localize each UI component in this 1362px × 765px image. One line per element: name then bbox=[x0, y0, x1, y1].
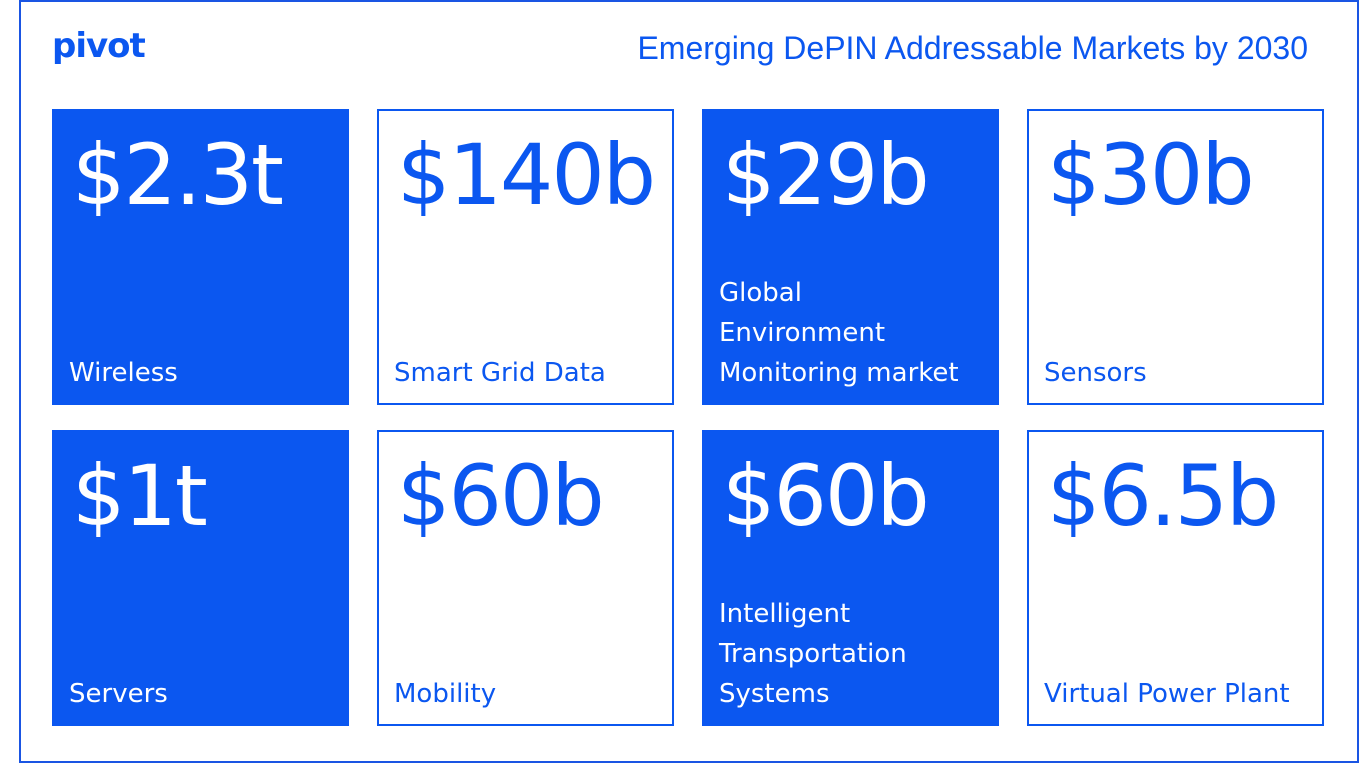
market-label: Virtual Power Plant bbox=[1044, 679, 1290, 709]
market-value: $6.5b bbox=[1047, 447, 1279, 545]
market-label: Servers bbox=[69, 679, 168, 709]
market-label: Global Environment Monitoring market bbox=[719, 278, 959, 388]
slide-frame bbox=[19, 0, 1359, 763]
market-label: Smart Grid Data bbox=[394, 358, 606, 388]
market-tile: $60b Intelligent Transportation Systems bbox=[702, 430, 999, 726]
market-tile: $1t Servers bbox=[52, 430, 349, 726]
market-label: Intelligent Transportation Systems bbox=[719, 599, 907, 709]
market-value: $60b bbox=[397, 447, 605, 545]
market-label: Mobility bbox=[394, 679, 497, 709]
market-value: $29b bbox=[722, 126, 930, 224]
pivot-logo: pivot bbox=[52, 26, 146, 66]
market-value: $1t bbox=[72, 447, 208, 545]
market-tile: $30b Sensors bbox=[1027, 109, 1324, 405]
market-tile: $2.3t Wireless bbox=[52, 109, 349, 405]
market-label: Sensors bbox=[1044, 358, 1147, 388]
market-tile: $6.5b Virtual Power Plant bbox=[1027, 430, 1324, 726]
market-value: $30b bbox=[1047, 126, 1255, 224]
market-value: $140b bbox=[397, 126, 656, 224]
market-value: $60b bbox=[722, 447, 930, 545]
market-label: Wireless bbox=[69, 358, 178, 388]
market-tile: $29b Global Environment Monitoring marke… bbox=[702, 109, 999, 405]
market-tile: $60b Mobility bbox=[377, 430, 674, 726]
market-tile: $140b Smart Grid Data bbox=[377, 109, 674, 405]
page-title: Emerging DePIN Addressable Markets by 20… bbox=[637, 30, 1308, 66]
market-value: $2.3t bbox=[72, 126, 284, 224]
